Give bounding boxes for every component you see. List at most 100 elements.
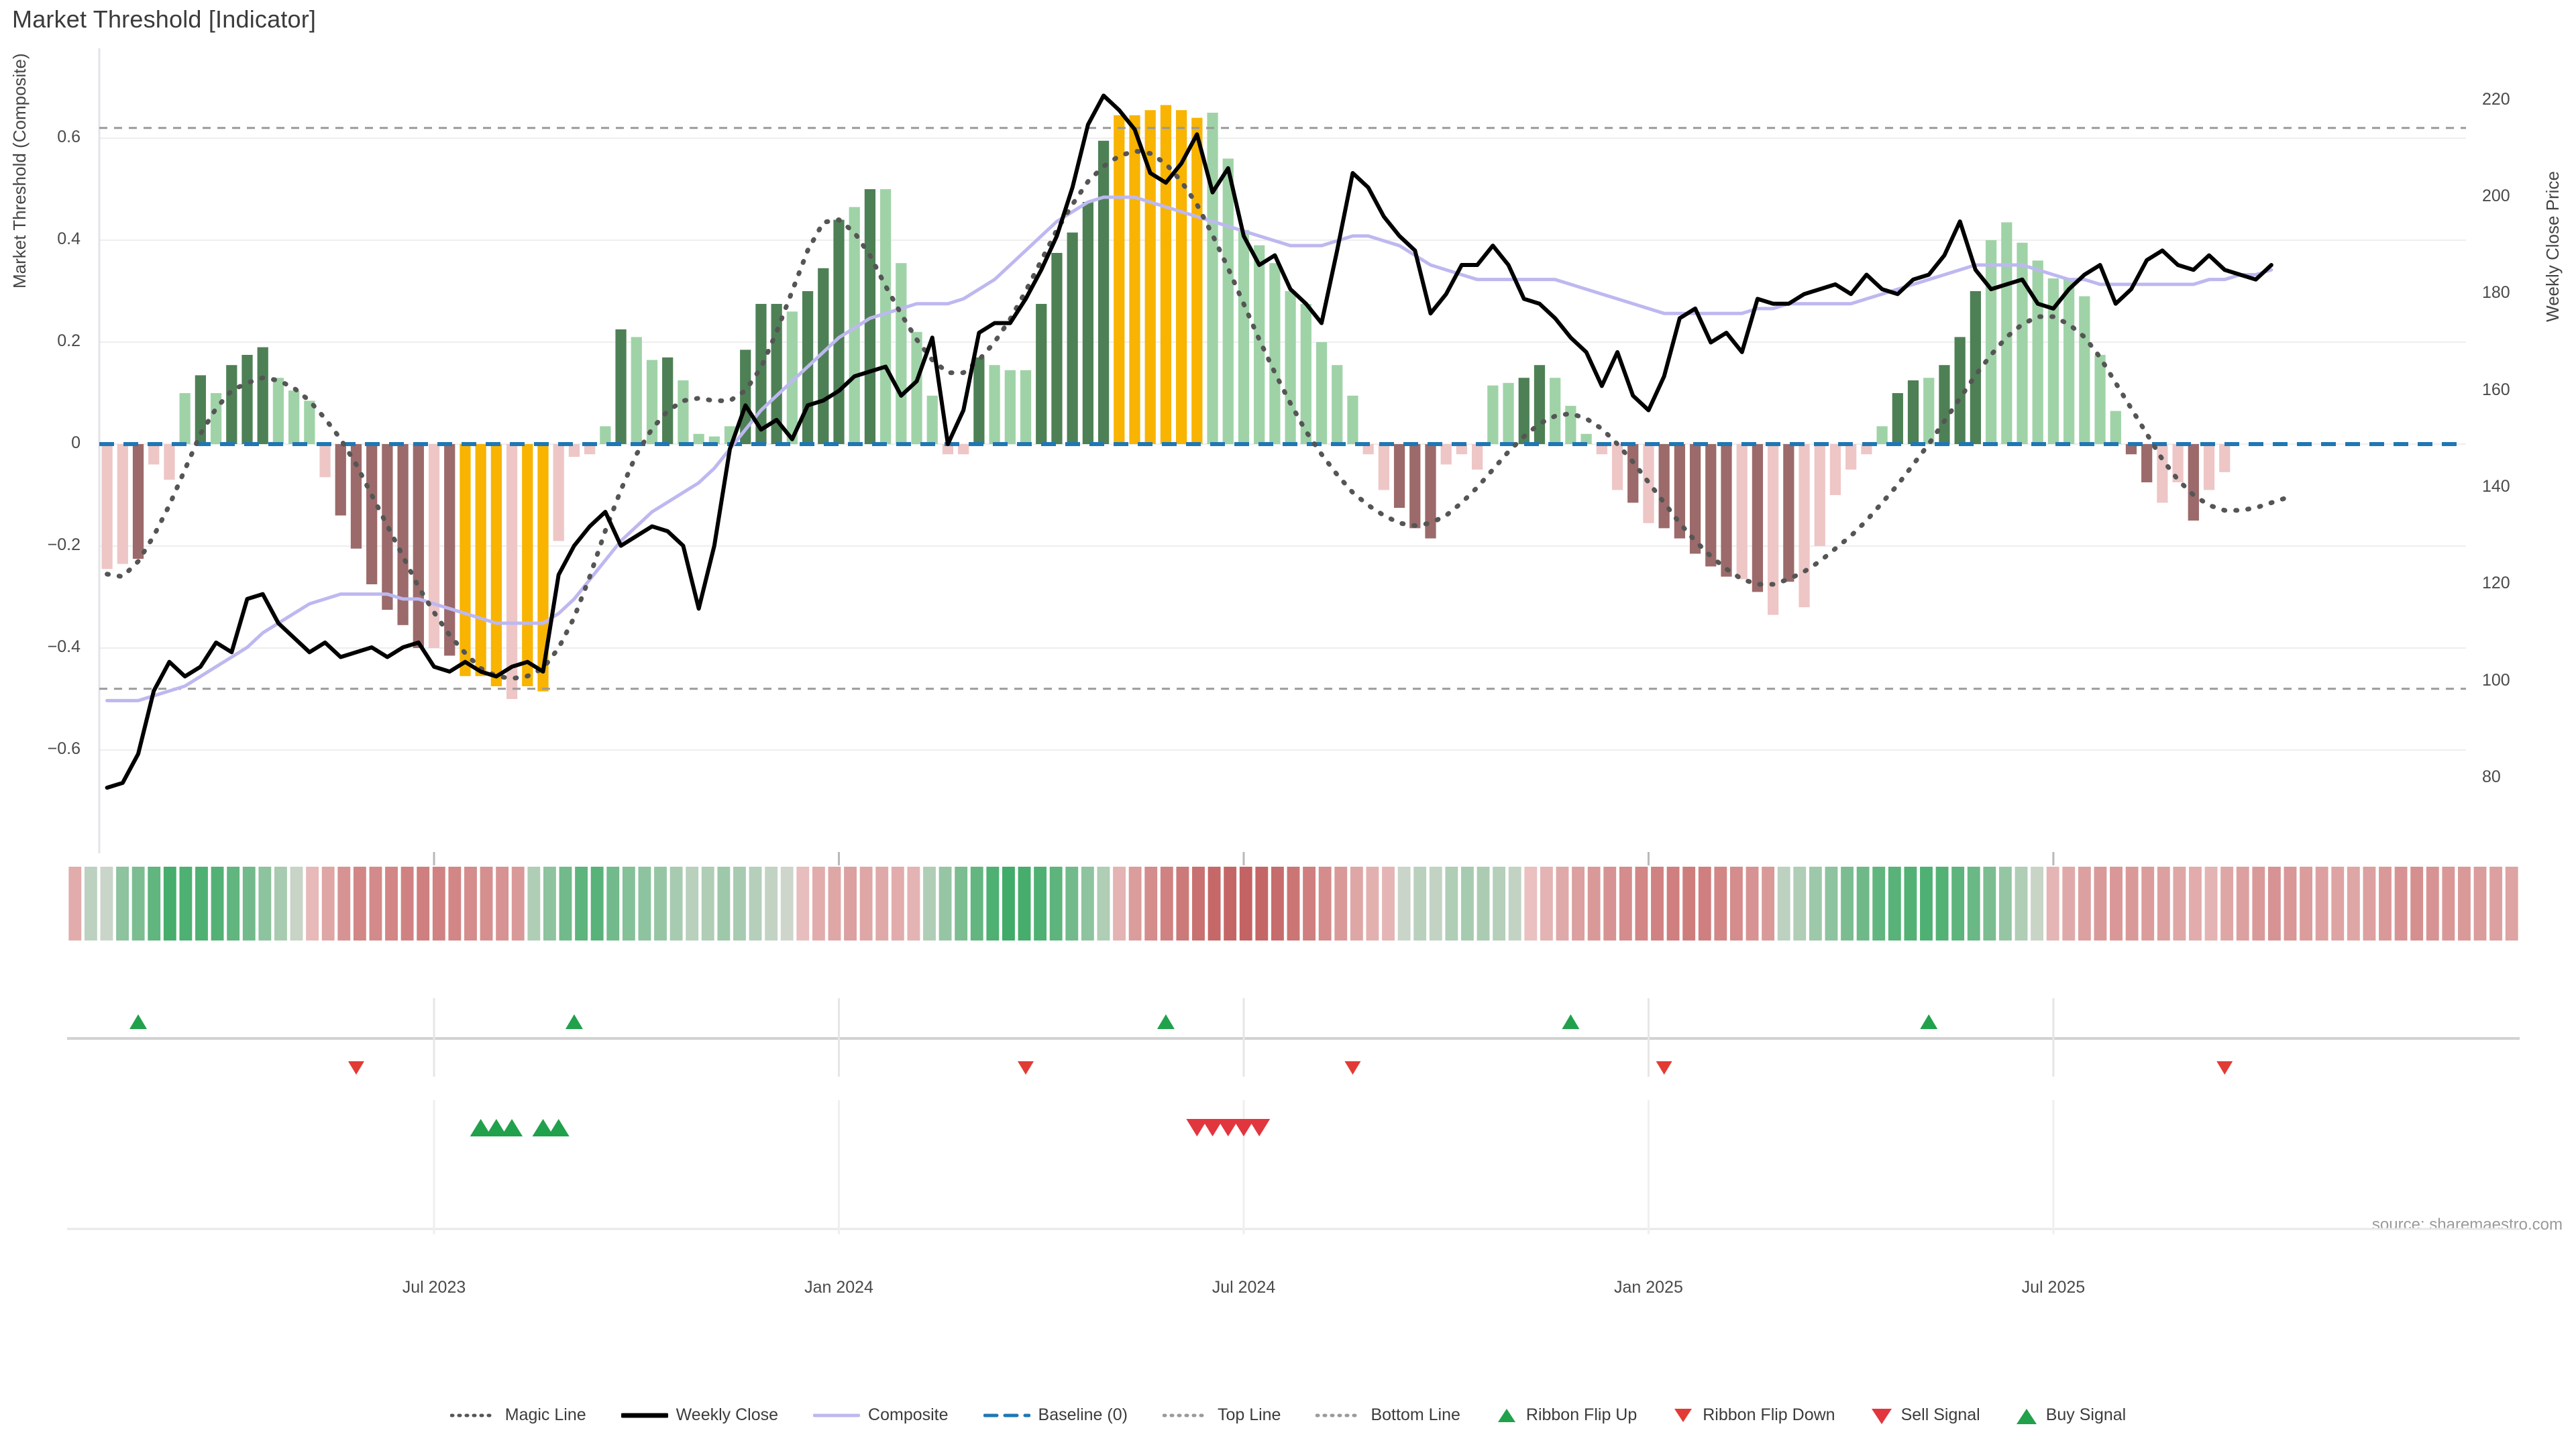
- legend-item[interactable]: Ribbon Flip Up: [1495, 1405, 1637, 1425]
- ribbon-cell: [2141, 867, 2155, 941]
- buy-signal-marker[interactable]: [501, 1119, 523, 1136]
- composite-bar: [926, 395, 938, 444]
- ribbon-cell: [163, 867, 176, 941]
- source-attribution: source: sharemaestro.com: [2371, 1216, 2563, 1234]
- ribbon-cell: [2300, 867, 2313, 941]
- sell-signal-marker[interactable]: [1248, 1119, 1271, 1136]
- composite-bar: [1939, 365, 1950, 444]
- composite-bar: [1829, 444, 1841, 495]
- sell-signal-marker[interactable]: [1186, 1119, 1208, 1136]
- ribbon-cell: [923, 867, 936, 941]
- legend-swatch-line: [983, 1413, 1031, 1417]
- sell-signal-marker[interactable]: [1232, 1119, 1254, 1136]
- ribbon-cell: [1445, 867, 1458, 941]
- ribbon-cell: [1508, 867, 1521, 941]
- ribbon-cell: [891, 867, 904, 941]
- legend-item[interactable]: Top Line: [1162, 1405, 1281, 1425]
- ribbon-cell: [2220, 867, 2234, 941]
- triangle-up-icon: [2016, 1408, 2037, 1424]
- composite-bar: [1643, 444, 1654, 523]
- chart-canvas: [67, 48, 2520, 1234]
- ribbon-cell: [68, 867, 82, 941]
- ribbon-cell: [2458, 867, 2471, 941]
- ribbon-flip-up-marker[interactable]: [1562, 1014, 1580, 1029]
- ribbon-cell: [1350, 867, 1363, 941]
- legend-label: Ribbon Flip Up: [1525, 1405, 1638, 1424]
- ribbon-flip-down-marker[interactable]: [347, 1061, 364, 1075]
- ribbon-cell: [717, 867, 731, 941]
- composite-bar: [2172, 444, 2184, 482]
- composite-bar: [833, 219, 845, 444]
- composite-bar: [1518, 378, 1529, 444]
- composite-bar: [1097, 140, 1110, 445]
- composite-bar: [1362, 444, 1374, 455]
- sell-signal-marker[interactable]: [1217, 1119, 1239, 1136]
- ribbon-cell: [765, 867, 778, 941]
- ribbon-cell: [2252, 867, 2265, 941]
- ribbon-cell: [1160, 867, 1173, 941]
- composite-bar: [989, 365, 1000, 444]
- composite-bar: [366, 444, 378, 584]
- ribbon-cell: [2426, 867, 2439, 941]
- composite-bar: [1658, 444, 1670, 529]
- composite-bar: [1674, 444, 1685, 539]
- ribbon-cell: [1524, 867, 1538, 941]
- ribbon-cell: [2046, 867, 2059, 941]
- x-tick-label: Jul 2024: [1212, 1278, 1276, 1297]
- ribbon-cell: [686, 867, 699, 941]
- legend-swatch-line: [812, 1413, 861, 1417]
- ribbon-cell: [907, 867, 920, 941]
- legend-swatch-line: [1162, 1413, 1210, 1417]
- triangle-down-icon: [1871, 1408, 1892, 1424]
- composite-bar: [584, 444, 596, 455]
- legend-item[interactable]: Sell Signal: [1870, 1405, 1980, 1425]
- buy-signal-marker[interactable]: [485, 1119, 507, 1136]
- legend-item[interactable]: Bottom Line: [1315, 1405, 1460, 1425]
- ribbon-flip-up-marker[interactable]: [1157, 1014, 1175, 1029]
- composite-bar: [1689, 444, 1701, 554]
- composite-bar: [148, 444, 160, 465]
- composite-bar: [1814, 444, 1825, 546]
- legend-item[interactable]: Composite: [812, 1405, 949, 1425]
- ribbon-cell: [654, 867, 667, 941]
- ribbon-cell: [606, 867, 620, 941]
- ribbon-flip-down-marker[interactable]: [1344, 1061, 1361, 1075]
- triangle-down-icon: [1674, 1408, 1693, 1422]
- composite-bar: [1378, 444, 1389, 490]
- composite-bar: [1129, 115, 1140, 445]
- composite-bar: [2001, 222, 2012, 444]
- legend-item[interactable]: Weekly Close: [620, 1405, 778, 1425]
- legend-item[interactable]: Baseline (0): [983, 1405, 1128, 1425]
- ribbon-cell: [1287, 867, 1300, 941]
- ribbon-cell: [1255, 867, 1269, 941]
- ribbon-flip-up-marker[interactable]: [1920, 1014, 1938, 1029]
- ribbon-flip-down-marker[interactable]: [1018, 1061, 1034, 1075]
- ribbon-flip-down-marker[interactable]: [2216, 1061, 2233, 1075]
- ribbon-flip-up-marker[interactable]: [565, 1014, 583, 1029]
- ribbon-cell: [2125, 867, 2139, 941]
- composite-bar: [600, 426, 611, 444]
- ribbon-cell: [2173, 867, 2186, 941]
- legend-item[interactable]: Ribbon Flip Down: [1672, 1405, 1835, 1425]
- ribbon-flip-up-marker[interactable]: [129, 1014, 148, 1029]
- buy-signal-marker[interactable]: [547, 1119, 570, 1136]
- sell-signal-marker[interactable]: [1201, 1119, 1224, 1136]
- composite-bar: [1207, 113, 1218, 444]
- composite-bar: [413, 444, 424, 648]
- composite-bar: [2110, 411, 2121, 444]
- legend-item[interactable]: Buy Signal: [2015, 1405, 2126, 1425]
- ribbon-cell: [195, 867, 208, 941]
- legend-label: Sell Signal: [1900, 1405, 1980, 1424]
- ribbon-cell: [480, 867, 493, 941]
- ribbon-flip-down-marker[interactable]: [1656, 1061, 1672, 1075]
- buy-signal-marker[interactable]: [470, 1119, 492, 1136]
- legend-item[interactable]: Magic Line: [449, 1405, 586, 1425]
- composite-bar: [522, 444, 533, 686]
- composite-bar: [2141, 444, 2153, 482]
- buy-signal-marker[interactable]: [532, 1119, 554, 1136]
- ribbon-cell: [1366, 867, 1379, 941]
- page-title: Market Threshold [Indicator]: [12, 5, 317, 33]
- ribbon-cell: [1793, 867, 1807, 941]
- ribbon-cell: [1097, 867, 1110, 941]
- composite-bar: [1440, 444, 1452, 465]
